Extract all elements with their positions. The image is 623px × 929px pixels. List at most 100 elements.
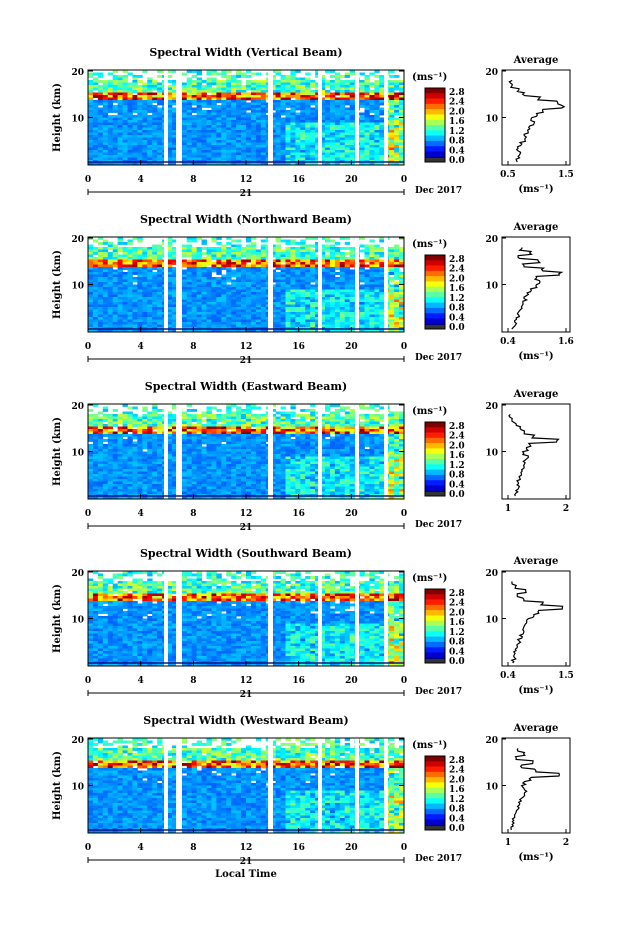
- day-label: 21: [240, 690, 253, 700]
- colorbar-tick-label: 2.0: [449, 608, 465, 618]
- x-tick-label: 12: [240, 843, 253, 853]
- colorbar-segment: [425, 469, 445, 476]
- x-tick-label: 20: [345, 676, 358, 686]
- colorbar-frame: [424, 421, 446, 497]
- colorbar-segment: [425, 432, 445, 439]
- colorbar-frame: [424, 588, 446, 664]
- colorbar-tick-label: 0.0: [449, 490, 465, 500]
- colorbar-segment: [425, 88, 445, 94]
- colorbar-segment: [425, 480, 445, 486]
- x-tick-label: 8: [190, 509, 196, 519]
- colorbar-segment: [425, 652, 445, 659]
- colorbar-tick-label: 2.4: [449, 599, 465, 609]
- colorbar-tick-label: 1.2: [449, 127, 465, 137]
- colorbar-unit: (ms⁻¹): [412, 239, 447, 250]
- colorbar-unit: (ms⁻¹): [412, 406, 447, 417]
- colorbar-frame: [424, 755, 446, 831]
- average-profile-line: [508, 413, 560, 497]
- colorbar-tick-label: 1.6: [449, 117, 465, 127]
- data-gap: [164, 738, 168, 833]
- colorbar-segment: [425, 114, 445, 121]
- colorbar-tick-label: 2.0: [449, 274, 465, 284]
- x-tick-label: 8: [190, 342, 196, 352]
- average-x-label: (ms⁻¹): [518, 351, 553, 362]
- average-y-tick: 10: [485, 616, 498, 626]
- colorbar-tick-label: 2.8: [449, 88, 465, 98]
- data-gap: [164, 571, 168, 666]
- data-gap: [176, 237, 182, 332]
- colorbar-segment: [425, 130, 445, 136]
- y-axis-label: Height (km): [52, 250, 63, 319]
- colorbar-tick-label: 0.4: [449, 647, 465, 657]
- colorbar-tick-label: 0.0: [449, 323, 465, 333]
- colorbar-tick-label: 2.4: [449, 98, 465, 108]
- average-x-tick: 1.5: [558, 170, 574, 180]
- x-tick-label: 16: [292, 342, 305, 352]
- data-gap: [176, 738, 182, 833]
- average-profile-line: [510, 748, 561, 831]
- colorbar-segment: [425, 93, 445, 99]
- colorbar-segment: [425, 782, 445, 789]
- data-gap: [164, 70, 168, 165]
- data-gap: [268, 237, 273, 332]
- colorbar-segment: [425, 119, 445, 126]
- data-gap: [176, 404, 182, 499]
- x-axis-label: Local Time: [215, 869, 277, 880]
- average-profile-line: [511, 247, 564, 330]
- y-tick-label: 10: [71, 783, 84, 793]
- heatmap-field: [88, 738, 405, 834]
- colorbar-tick-label: 2.4: [449, 766, 465, 776]
- x-tick-label: 4: [138, 342, 144, 352]
- average-y-tick: 20: [485, 402, 498, 412]
- data-gap: [355, 738, 359, 833]
- x-tick-label: 0: [85, 509, 91, 519]
- panel-title: Spectral Width (Westward Beam): [143, 714, 348, 727]
- average-y-tick: 10: [485, 449, 498, 459]
- average-x-label: (ms⁻¹): [518, 685, 553, 696]
- data-gap: [176, 571, 182, 666]
- colorbar-segment: [425, 771, 445, 778]
- average-title: Average: [513, 723, 559, 734]
- colorbar-segment: [425, 761, 445, 767]
- average-x-tick: 1.6: [558, 337, 574, 347]
- date-label: Dec 2017: [415, 353, 462, 363]
- colorbar-segment: [425, 109, 445, 115]
- average-x-tick: 1.5: [558, 671, 574, 681]
- x-tick-label: 8: [190, 676, 196, 686]
- data-gap: [268, 738, 273, 833]
- average-x-tick: 0.5: [500, 170, 516, 180]
- data-gap: [268, 404, 273, 499]
- colorbar-segment: [425, 103, 445, 110]
- data-gap: [318, 738, 322, 833]
- x-tick-label: 20: [345, 342, 358, 352]
- y-tick-label: 10: [71, 616, 84, 626]
- panel-title: Spectral Width (Vertical Beam): [149, 46, 342, 59]
- data-gap: [318, 404, 322, 499]
- colorbar-segment: [425, 610, 445, 616]
- colorbar-tick-label: 0.8: [449, 137, 465, 147]
- x-tick-label: 12: [240, 676, 253, 686]
- colorbar-tick-label: 1.2: [449, 294, 465, 304]
- x-tick-label: 0: [401, 342, 407, 352]
- average-y-tick: 20: [485, 68, 498, 78]
- data-gap: [176, 70, 182, 165]
- y-axis-label: Height (km): [52, 584, 63, 653]
- colorbar-segment: [425, 135, 445, 142]
- data-gap: [268, 571, 273, 666]
- y-tick-label: 20: [71, 235, 84, 245]
- colorbar-segment: [425, 302, 445, 309]
- average-x-label: (ms⁻¹): [518, 852, 553, 863]
- date-label: Dec 2017: [415, 687, 462, 697]
- colorbar-segment: [425, 756, 445, 762]
- data-gap: [318, 237, 322, 332]
- average-x-tick: 0.4: [500, 671, 516, 681]
- colorbar-unit: (ms⁻¹): [412, 72, 447, 83]
- colorbar-tick-label: 0.4: [449, 313, 465, 323]
- colorbar-segment: [425, 297, 445, 303]
- data-gap: [384, 237, 388, 332]
- colorbar-tick-label: 0.4: [449, 814, 465, 824]
- colorbar-segment: [425, 777, 445, 783]
- x-tick-label: 0: [401, 676, 407, 686]
- colorbar-segment: [425, 787, 445, 794]
